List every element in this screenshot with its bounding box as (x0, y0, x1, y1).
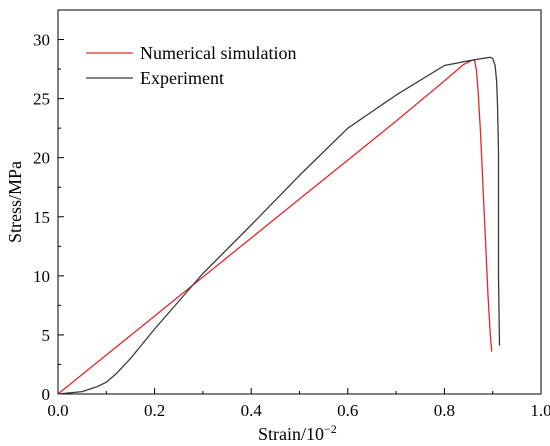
x-tick-label: 0.8 (434, 401, 455, 420)
x-axis-title-exponent: −2 (324, 422, 337, 436)
y-tick-label: 0 (42, 385, 51, 404)
series-line-experiment (57, 56, 501, 395)
y-tick-label: 5 (42, 326, 51, 345)
legend: Numerical simulation Experiment (86, 43, 296, 88)
x-tick-label: 0.0 (47, 401, 68, 420)
x-tick-label: 1.0 (530, 401, 550, 420)
axis-ticks: 0.0 0.2 0.4 0.6 0.8 1.0 0 5 10 15 20 25 30 (33, 31, 550, 420)
x-tick-label: 0.2 (144, 401, 165, 420)
x-axis-title: Strain/10−2 (258, 422, 337, 444)
x-tick-label: 0.4 (241, 401, 263, 420)
x-tick-label: 0.6 (337, 401, 358, 420)
y-tick-label: 30 (33, 31, 50, 50)
y-tick-label: 10 (33, 267, 50, 286)
y-tick-label: 20 (33, 149, 50, 168)
y-tick-label: 15 (33, 208, 50, 227)
legend-label-numerical-simulation: Numerical simulation (140, 43, 296, 63)
x-axis-title-base: Strain/10 (258, 424, 324, 444)
y-tick-label: 25 (33, 90, 50, 109)
legend-label-experiment: Experiment (140, 68, 224, 88)
y-axis-title: Stress/MPa (5, 161, 25, 243)
plot-frame (57, 9, 542, 395)
series-layer (57, 56, 501, 395)
series-line-numerical-simulation (57, 58, 493, 395)
